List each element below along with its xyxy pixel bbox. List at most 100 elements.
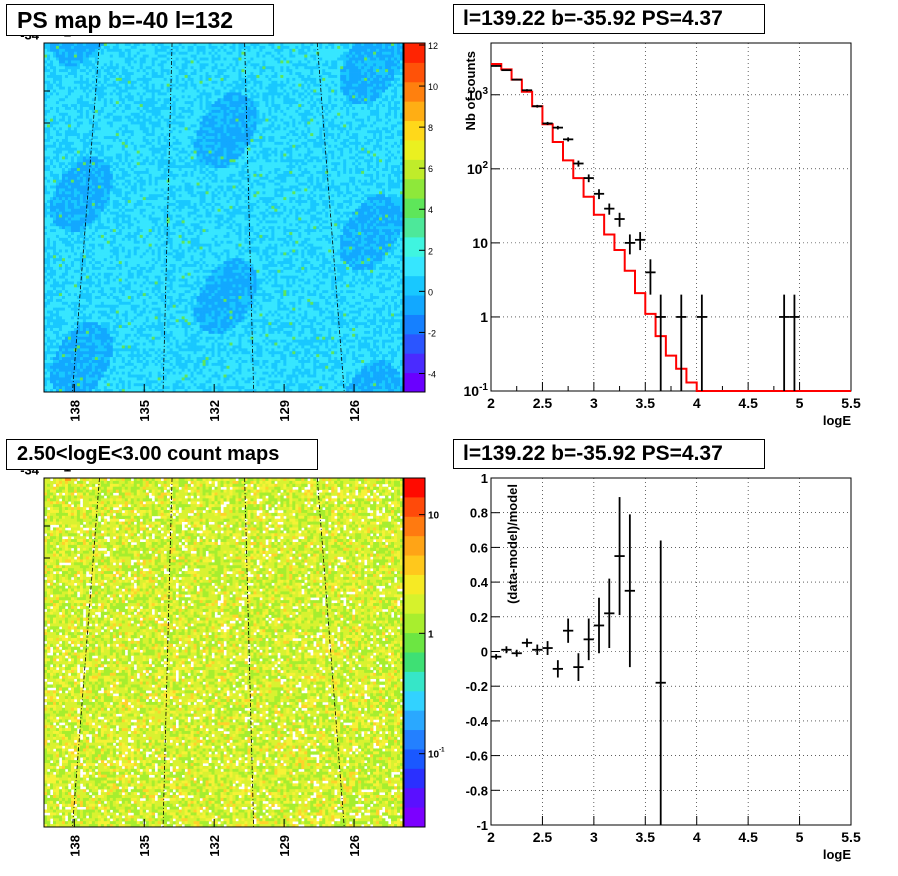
x-axis-label: logE [823,847,851,862]
x-tick-label: 3.5 [636,395,656,411]
colorbar-cell [404,517,425,537]
colorbar-label: 8 [428,123,433,133]
colorbar-label: 2 [428,246,433,256]
y-tick-label: 0.6 [470,540,488,555]
x-tick-label: 2 [487,395,495,411]
colorbar-cell [404,730,425,750]
colorbar-cell [404,237,425,257]
count-map-title: 2.50<logE<3.00 count maps [6,439,318,470]
colorbar-label: 10-1 [428,748,445,761]
colorbar-cell [404,334,425,354]
colorbar-cell [404,198,425,218]
residuals-title: l=139.22 b=-35.92 PS=4.37 [453,439,765,469]
x-tick-label: 2.5 [533,395,553,411]
colorbar-cell [404,788,425,808]
colorbar-cell [404,373,425,393]
colorbar-cell [404,691,425,711]
colorbar-cell [404,295,425,315]
x-tick-label: 4.5 [738,829,758,845]
colorbar-cell [404,633,425,653]
colorbar-cell [404,218,425,238]
y-tick-label: 10 [472,235,488,251]
y-tick-label: -0.6 [466,749,488,764]
x-tick-label: 129 [277,835,292,857]
x-tick-label: 135 [137,400,152,422]
y-axis-label: (data-model)/model [505,484,520,604]
colorbar-cell [404,179,425,199]
colorbar-label: -4 [428,369,436,379]
spectrum-title: l=139.22 b=-35.92 PS=4.37 [453,4,765,34]
colorbar-cell [404,536,425,556]
x-tick-label: 126 [347,400,362,422]
colorbar-cell [404,711,425,731]
colorbar-cell [404,672,425,692]
count-map-pad: -34-36-38-40-42-441381351321291261352041… [0,435,449,871]
x-tick-label: 4 [693,395,701,411]
y-tick-label: 0.2 [470,610,488,625]
colorbar-cell [404,159,425,179]
colorbar-label: 12 [428,41,438,51]
x-tick-label: 132 [207,400,222,422]
colorbar-label: -2 [428,328,436,338]
plot-frame [491,43,851,391]
x-tick-label: 2.5 [533,829,553,845]
y-tick-label: 0 [481,645,488,660]
colorbar-label: 10 [428,82,438,92]
y-tick-label: -1 [476,818,488,833]
colorbar-cell [404,101,425,121]
y-tick-label: 0.8 [470,506,488,521]
ps-map-title: PS map b=-40 l=132 [6,4,274,36]
ps-map-pad: -34-36-38-40-42-441381351321291261352041… [0,0,449,435]
colorbar-cell [404,808,425,828]
y-tick-label: 1 [480,309,488,325]
map-cells [44,478,403,827]
x-tick-label: 5.5 [841,829,861,845]
colorbar-cell [404,314,425,334]
colorbar-cell [404,276,425,296]
x-tick-label: 2 [487,829,495,845]
colorbar-label: 10 [428,511,440,522]
y-tick-label: 1 [481,471,488,486]
x-tick-label: 5 [796,395,804,411]
colorbar-cell [404,575,425,595]
count-map-chart: -34-36-38-40-42-441381351321291261352041… [0,435,449,871]
colorbar-cell [404,769,425,789]
x-tick-label: 4.5 [738,395,758,411]
colorbar-cell [404,478,425,498]
x-tick-label: 5.5 [841,395,861,411]
colorbar-cell [404,614,425,634]
y-axis-label: Nb of counts [463,51,478,130]
x-tick-label: 132 [207,835,222,857]
x-tick-label: 138 [67,835,82,857]
colorbar-label: 0 [428,287,433,297]
x-tick-label: 3 [590,829,598,845]
y-tick-label: 10-1 [464,382,489,399]
x-tick-label: 138 [67,400,82,422]
colorbar-label: 1 [428,629,434,640]
x-tick-label: 5 [796,829,804,845]
x-tick-label: 3.5 [636,829,656,845]
map-cells [44,43,403,392]
colorbar-cell [404,121,425,141]
x-tick-label: 135 [137,835,152,857]
colorbar-cell [404,556,425,576]
colorbar-cell [404,594,425,614]
y-tick-label: -0.4 [466,714,489,729]
y-tick-label: 0.4 [470,575,489,590]
colorbar: 12 10 8 6 4 2 0 -2 -4 [404,41,438,393]
colorbar-cell [404,256,425,276]
colorbar-cell [404,353,425,373]
colorbar-cell [404,82,425,102]
x-tick-label: 4 [693,829,701,845]
colorbar-cell [404,140,425,160]
colorbar-cell [404,62,425,82]
x-tick-label: 3 [590,395,598,411]
colorbar-label: 6 [428,164,433,174]
colorbar-cell [404,43,425,63]
y-tick-label: 102 [467,160,489,177]
colorbar-label: 4 [428,205,433,215]
